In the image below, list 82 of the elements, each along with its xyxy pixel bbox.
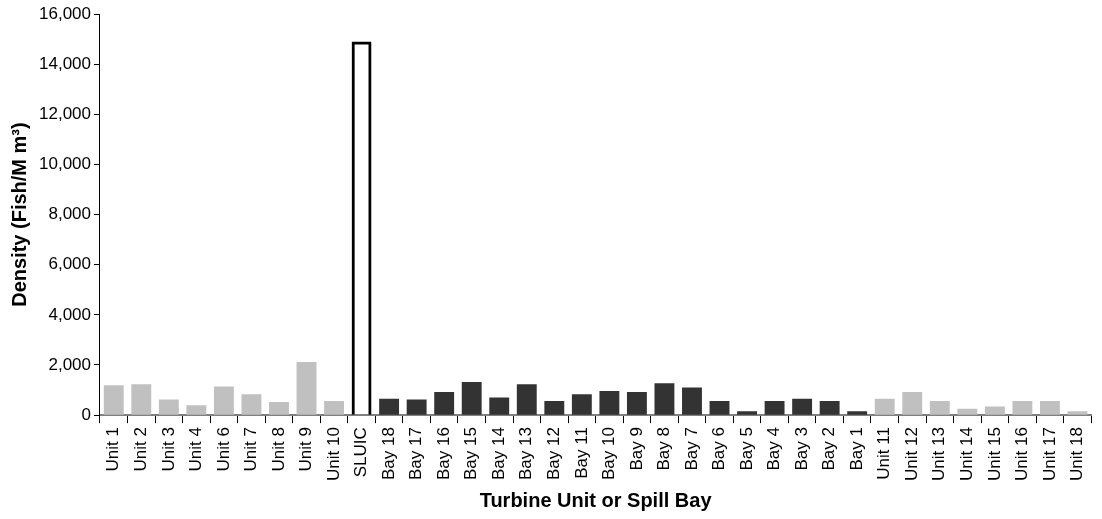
x-tick-label: Bay 7 (681, 427, 701, 471)
x-tick-label: Bay 4 (764, 427, 784, 471)
y-tick-label: 14,000 (39, 53, 91, 73)
bar (874, 398, 895, 415)
x-tick-label: Bay 12 (544, 427, 563, 481)
bar (626, 392, 647, 415)
x-tick-label: Unit 7 (241, 427, 261, 472)
bar (709, 401, 730, 415)
x-tick-label: Unit 9 (296, 427, 316, 472)
x-tick-label: Bay 6 (709, 427, 729, 471)
y-tick-label: 16,000 (39, 3, 91, 23)
bar (461, 382, 482, 415)
bar (599, 391, 620, 415)
bar (434, 392, 455, 415)
x-tick-label: Unit 8 (268, 427, 288, 472)
x-tick-label: Bay 5 (736, 427, 756, 471)
bar (957, 408, 978, 415)
x-tick-label: Bay 10 (599, 427, 619, 481)
x-tick-label: Bay 11 (571, 427, 591, 479)
x-tick-label: Unit 4 (186, 427, 206, 472)
y-tick-label: 4,000 (48, 304, 91, 324)
bar (103, 385, 124, 415)
x-tick-label: Unit 14 (957, 427, 977, 482)
x-tick-label: Unit 15 (984, 427, 1004, 482)
x-tick-label: Unit 1 (103, 427, 123, 472)
x-tick-label: Bay 16 (433, 427, 453, 481)
y-tick-label: 2,000 (48, 354, 91, 374)
bar (241, 394, 262, 415)
x-tick-label: Bay 9 (626, 427, 646, 471)
bar (1012, 401, 1033, 415)
x-tick-label: Unit 13 (929, 427, 949, 482)
x-tick-label: Unit 18 (1067, 427, 1087, 482)
x-tick-label: Bay 15 (461, 427, 481, 481)
bar (379, 398, 400, 415)
x-tick-label: SLUIC (351, 427, 371, 478)
bar (213, 386, 234, 415)
x-tick-label: Unit 16 (1012, 427, 1032, 482)
bar (819, 401, 840, 415)
y-tick-label: 0 (81, 404, 91, 424)
bar (1067, 411, 1088, 415)
bar (929, 401, 950, 415)
bar (324, 401, 344, 415)
x-tick-label: Unit 6 (213, 427, 233, 472)
x-tick-label: Unit 2 (130, 427, 150, 472)
bar (792, 398, 813, 415)
bar (654, 383, 675, 415)
bar (682, 387, 702, 415)
bar (902, 392, 923, 415)
x-axis-title: Turbine Unit or Spill Bay (479, 488, 713, 511)
x-tick-label: Unit 12 (901, 427, 921, 482)
bar (296, 361, 317, 415)
bar (406, 399, 427, 415)
bar (158, 399, 179, 415)
x-tick-label: Unit 11 (874, 427, 894, 480)
x-tick-label: Bay 8 (654, 427, 674, 471)
bar (1039, 401, 1060, 415)
x-tick-label: Bay 17 (406, 427, 426, 481)
x-tick-label: Bay 13 (516, 427, 536, 481)
x-tick-label: Unit 3 (158, 427, 178, 472)
x-tick-label: Bay 2 (819, 427, 839, 471)
x-tick-label: Unit 17 (1039, 427, 1059, 482)
bar (847, 411, 868, 415)
x-tick-label: Bay 18 (378, 427, 398, 481)
bar (764, 401, 785, 415)
x-tick-label: Bay 1 (846, 427, 866, 471)
y-tick-label: 10,000 (39, 154, 91, 174)
bar (737, 411, 757, 415)
bar (984, 406, 1005, 415)
bar (516, 384, 537, 415)
y-tick-label: 8,000 (48, 204, 91, 224)
bar (269, 402, 289, 415)
y-tick-label: 6,000 (48, 254, 91, 274)
bar (186, 405, 207, 415)
x-tick-label: Bay 3 (791, 427, 811, 471)
bar (131, 384, 152, 415)
bar (489, 397, 510, 415)
y-axis-title: Density (Fish/M m³) (7, 122, 30, 307)
y-tick-label: 12,000 (39, 103, 91, 123)
bar (544, 401, 565, 415)
bar (571, 394, 592, 415)
x-tick-label: Unit 10 (323, 427, 343, 482)
x-tick-label: Bay 14 (488, 427, 508, 481)
